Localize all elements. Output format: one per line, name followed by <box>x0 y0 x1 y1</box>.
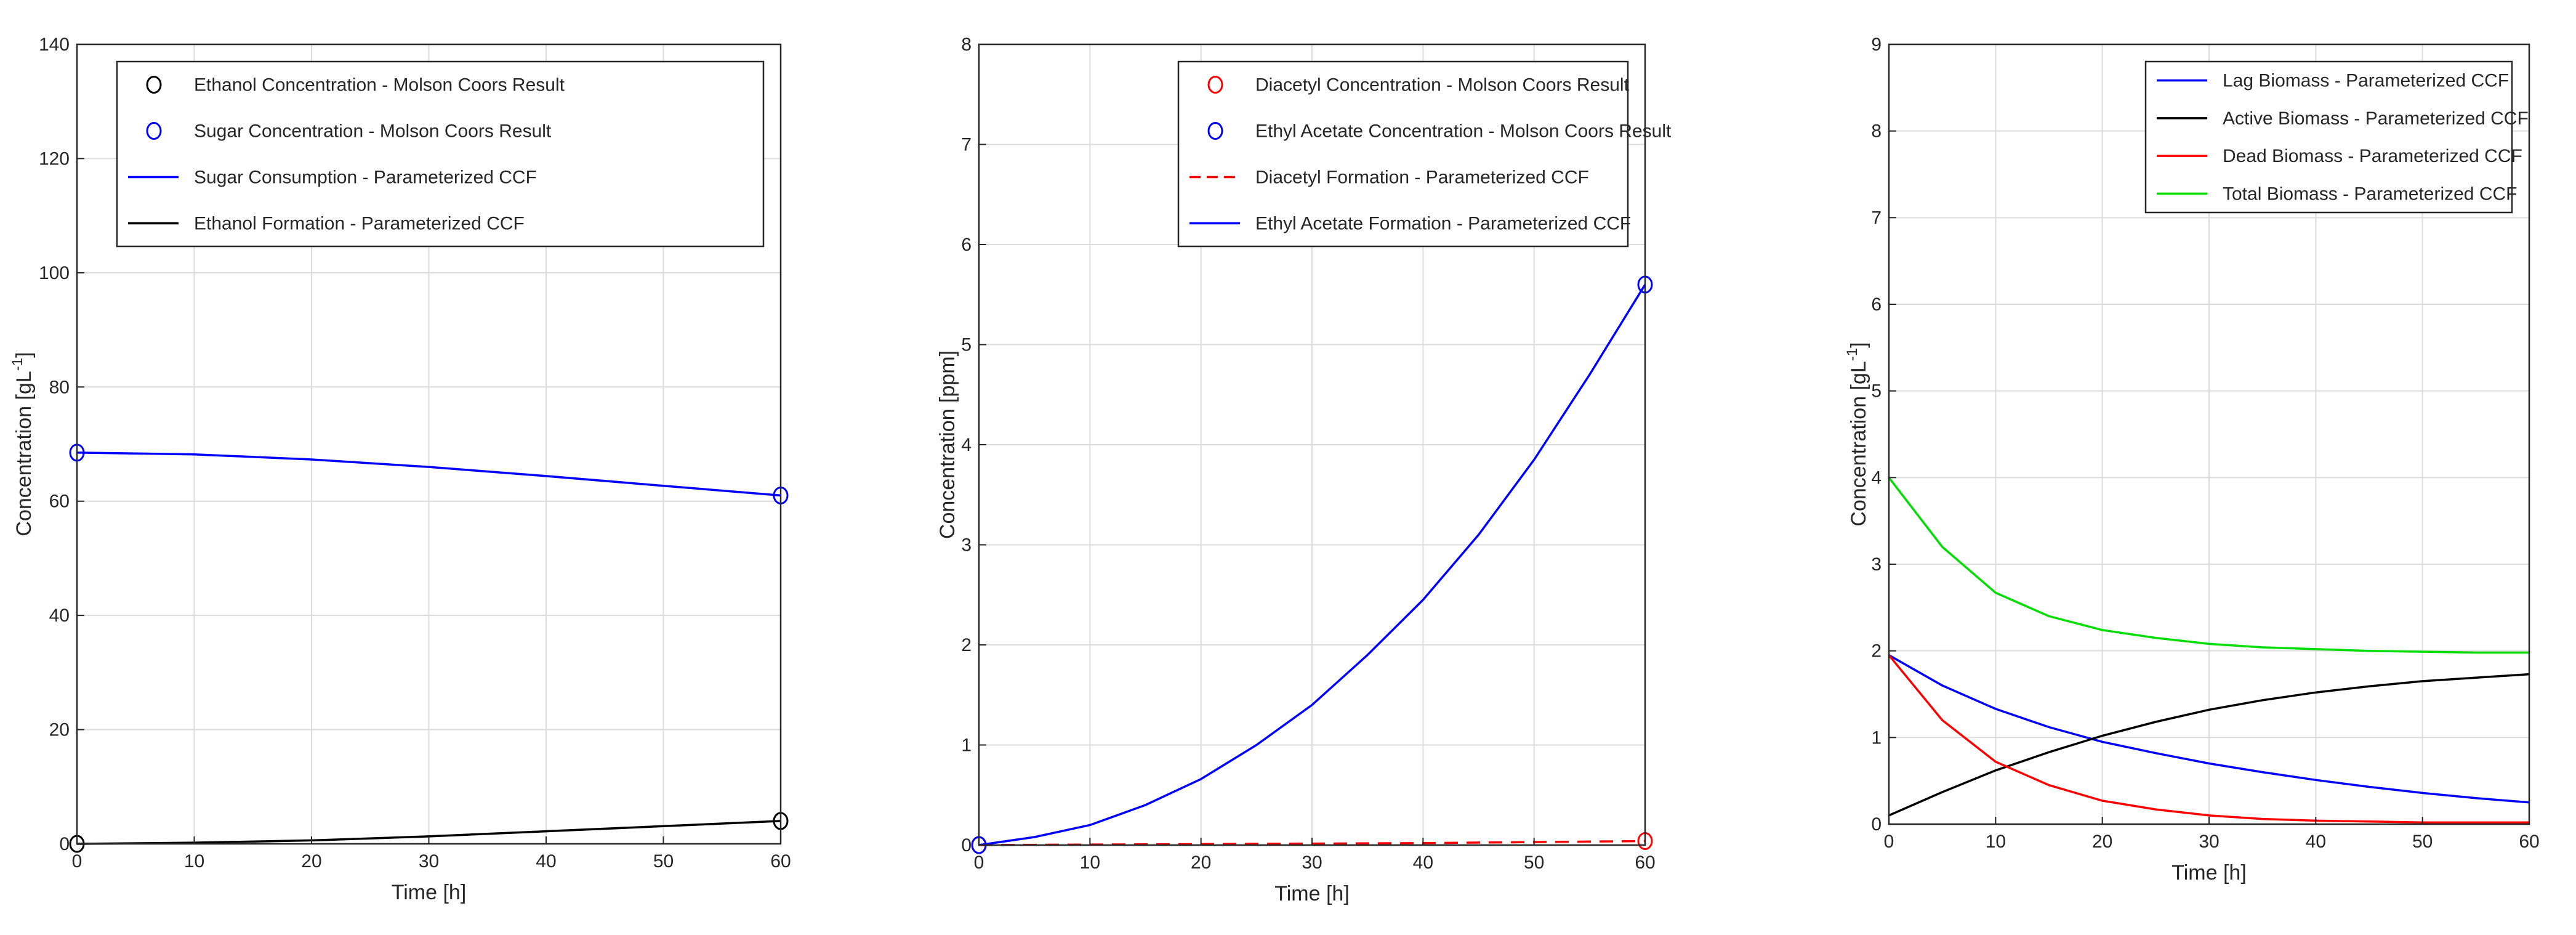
x-tick-label: 10 <box>1080 852 1100 873</box>
chart-1: 0 10 20 30 40 50 60 0 20 40 60 80 100 120 140 Time [h] C… <box>9 34 791 904</box>
x-tick-label: 40 <box>1413 852 1433 873</box>
legend-entry: Ethyl Acetate Formation - Parameterized … <box>1255 214 1631 234</box>
series-line <box>1888 477 2529 654</box>
y-tick-label: 2 <box>1871 641 1882 662</box>
x-tick-label: 30 <box>419 851 439 872</box>
y-tick-label: 4 <box>1871 467 1882 488</box>
legend-entry: Ethyl Acetate Concentration - Molson Coo… <box>1255 121 1672 142</box>
y-tick-label: 140 <box>39 34 70 55</box>
series-line <box>978 284 1646 846</box>
y-tick-label: 120 <box>39 148 70 169</box>
x-tick-label: 60 <box>2519 832 2539 852</box>
x-tick-label: 50 <box>1524 852 1544 873</box>
legend-entry: Active Biomass - Parameterized CCF <box>2223 108 2529 129</box>
y-tick-label: 20 <box>49 720 70 740</box>
x-axis-label: Time [h] <box>1274 882 1350 905</box>
y-tick-label: 6 <box>961 235 972 255</box>
legend-symbol <box>1207 122 1223 140</box>
x-tick-label: 10 <box>1986 832 2006 852</box>
x-tick-label: 60 <box>770 851 791 872</box>
y-tick-label: 4 <box>961 435 972 455</box>
chart-2: 0 10 20 30 40 50 60 0 1 2 3 4 5 6 7 8 Time [h] Concentrat… <box>936 34 1672 905</box>
x-tick-label: 0 <box>72 851 83 872</box>
y-tick-label: 2 <box>961 635 972 655</box>
legend-entry: Ethanol Concentration - Molson Coors Res… <box>194 75 565 95</box>
y-axis-label: Concentration [gL-1] <box>1844 342 1870 526</box>
legend: Lag Biomass - Parameterized CCF Active Bi… <box>2144 60 2529 214</box>
y-tick-label: 3 <box>961 535 972 556</box>
legend-symbol <box>146 122 162 140</box>
legend-entry: Diacetyl Concentration - Molson Coors Re… <box>1255 75 1630 95</box>
y-tick-label: 60 <box>49 492 70 512</box>
legend-box <box>2144 60 2513 214</box>
legend: Ethanol Concentration - Molson Coors Res… <box>116 60 765 248</box>
legend-entry: Ethanol Formation - Parameterized CCF <box>194 214 525 234</box>
x-tick-label: 10 <box>184 851 204 872</box>
y-axis-label: Concentration [gL-1] <box>9 352 36 536</box>
chart-3: 0 10 20 30 40 50 60 0 1 2 3 4 5 6 7 8 9 Time [h] Concentra… <box>1844 34 2540 884</box>
x-tick-label: 0 <box>974 852 984 873</box>
y-tick-label: 8 <box>1871 121 1882 142</box>
legend-entry: Total Biomass - Parameterized CCF <box>2223 184 2517 204</box>
series-line <box>1888 654 2530 804</box>
x-tick-label: 50 <box>2412 832 2433 852</box>
y-tick-label: 0 <box>59 834 70 854</box>
legend-box <box>116 60 765 248</box>
legend: Diacetyl Concentration - Molson Coors Re… <box>1177 60 1672 248</box>
legend-box <box>1177 60 1629 248</box>
y-tick-label: 80 <box>49 377 70 397</box>
legend-entry: Sugar Consumption - Parameterized CCF <box>194 168 537 188</box>
y-tick-label: 7 <box>1871 208 1882 228</box>
x-tick-label: 20 <box>2092 832 2112 852</box>
series-line <box>1888 673 2530 817</box>
y-tick-label: 7 <box>961 135 972 155</box>
legend-symbol <box>146 76 162 94</box>
x-tick-label: 40 <box>536 851 556 872</box>
x-tick-label: 20 <box>1191 852 1211 873</box>
y-tick-label: 0 <box>961 835 972 856</box>
x-tick-label: 50 <box>653 851 674 872</box>
y-tick-label: 9 <box>1871 34 1882 55</box>
y-tick-label: 5 <box>961 335 972 355</box>
y-tick-label: 1 <box>961 735 972 756</box>
x-tick-label: 0 <box>1884 832 1894 852</box>
x-axis-label: Time [h] <box>392 881 467 904</box>
x-axis-label: Time [h] <box>2171 861 2247 884</box>
x-tick-label: 40 <box>2306 832 2326 852</box>
y-tick-label: 100 <box>39 263 70 283</box>
x-tick-label: 30 <box>2199 832 2219 852</box>
x-tick-label: 60 <box>1635 852 1655 873</box>
legend-entry: Diacetyl Formation - Parameterized CCF <box>1255 168 1589 188</box>
y-tick-label: 8 <box>961 34 972 55</box>
y-tick-label: 3 <box>1871 554 1882 575</box>
legend-symbol <box>1207 76 1223 94</box>
y-tick-label: 5 <box>1871 381 1882 402</box>
y-tick-label: 0 <box>1871 814 1882 835</box>
y-tick-label: 1 <box>1871 727 1882 748</box>
x-tick-label: 20 <box>301 851 321 872</box>
legend-entry: Dead Biomass - Parameterized CCF <box>2223 146 2522 166</box>
series-line <box>76 451 781 497</box>
x-tick-label: 30 <box>1302 852 1322 873</box>
legend-entry: Sugar Concentration - Molson Coors Resul… <box>194 121 552 142</box>
legend-entry: Lag Biomass - Parameterized CCF <box>2223 71 2509 91</box>
y-tick-label: 40 <box>49 605 70 626</box>
y-axis-label: Concentration [ppm] <box>936 350 959 539</box>
y-tick-label: 6 <box>1871 294 1882 315</box>
